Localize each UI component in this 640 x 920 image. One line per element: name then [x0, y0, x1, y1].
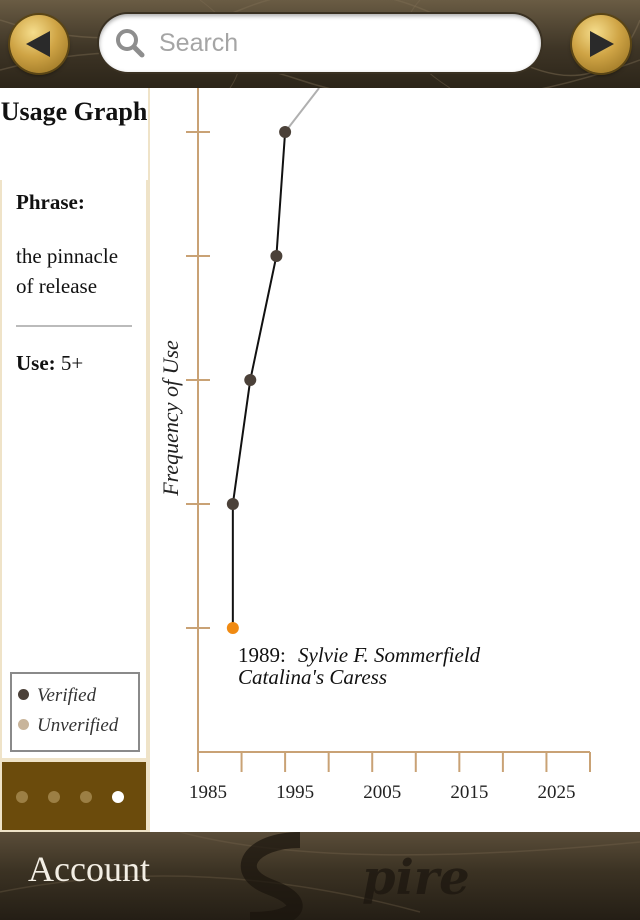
back-arrow-icon [26, 31, 50, 57]
page-indicator [2, 762, 146, 830]
top-toolbar [0, 0, 640, 88]
back-button[interactable] [10, 15, 68, 73]
x-tick-label: 1995 [276, 782, 314, 803]
unverified-dot-icon [18, 719, 29, 730]
data-point [270, 250, 283, 262]
usage-chart: 1985 1995 2005 2015 2025 Frequency of Use 19… [158, 88, 591, 803]
y-axis-label: Frequency of Use [158, 340, 183, 497]
use-row: Use: 5+ [16, 351, 132, 376]
legend-item-unverified: Unverified [18, 714, 138, 744]
legend: Verified Unverified [10, 672, 140, 752]
legend-item-verified: Verified [18, 684, 138, 714]
chart-ticks: 1985 1995 2005 2015 2025 [186, 131, 591, 803]
annotation-year: 1989: [238, 643, 286, 667]
line-continuation [284, 88, 320, 133]
forward-button[interactable] [572, 15, 630, 73]
divider [16, 325, 132, 327]
page-dot[interactable] [48, 791, 60, 803]
usage-graph-title: Usage Graph [0, 88, 148, 180]
data-point [279, 126, 292, 138]
data-point [244, 374, 257, 386]
use-value: 5+ [60, 351, 84, 375]
search-bar[interactable] [99, 14, 541, 72]
x-tick-label: 2025 [537, 782, 575, 803]
usage-chart-panel: 1985 1995 2005 2015 2025 Frequency of Use 19… [150, 88, 640, 832]
account-button[interactable]: Account [28, 849, 150, 889]
legend-unverified-label: Unverified [37, 715, 119, 736]
data-point [226, 622, 239, 634]
legend-panel: Verified Unverified [2, 664, 146, 758]
x-tick-label: 2005 [363, 782, 401, 803]
svg-text:pire: pire [362, 850, 470, 906]
verified-dot-icon [18, 689, 29, 700]
x-tick-label: 2015 [450, 782, 488, 803]
spire-logo: pire [0, 832, 640, 920]
chart-points [226, 126, 292, 634]
data-point [226, 498, 239, 510]
annotation-author: Sylvie F. Sommerfield [298, 643, 481, 667]
legend-verified-label: Verified [37, 685, 97, 706]
chart-series [231, 88, 320, 628]
x-tick-label: 1985 [189, 782, 227, 803]
forward-arrow-icon [590, 31, 614, 57]
sidebar: Usage Graph Phrase: the pinnacle of rele… [0, 88, 148, 832]
page-dot[interactable] [112, 791, 124, 803]
bottom-toolbar: pire Account [0, 832, 640, 920]
search-icon [116, 29, 145, 58]
annotation-work: Catalina's Caress [238, 665, 387, 689]
usage-line [231, 131, 287, 628]
search-input[interactable] [159, 24, 519, 62]
use-label: Use: [16, 351, 56, 375]
phrase-label: Phrase: [16, 190, 85, 214]
phrase-text: the pinnacle of release [16, 244, 119, 298]
phrase-info: Phrase: the pinnacle of release Use: 5+ [2, 180, 146, 748]
page-dot[interactable] [80, 791, 92, 803]
chart-axes [197, 88, 590, 753]
page-dot[interactable] [16, 791, 28, 803]
